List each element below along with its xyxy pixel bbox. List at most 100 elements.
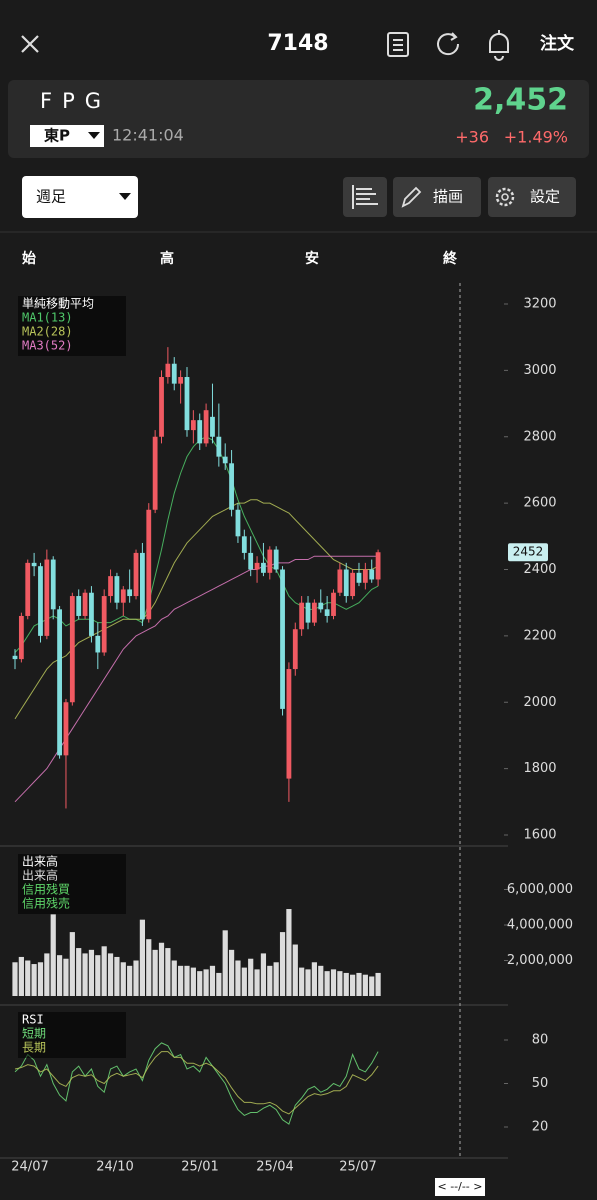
candle-body xyxy=(146,509,152,620)
y-tick-label: 1800 xyxy=(523,761,556,776)
candle-body xyxy=(38,566,43,636)
line-series xyxy=(14,1042,379,1125)
price-tag: 2452 xyxy=(513,545,544,559)
volume-bar xyxy=(95,955,101,996)
volume-bar xyxy=(216,972,222,996)
candle-body xyxy=(337,569,343,593)
low-header: 安 xyxy=(305,250,319,267)
company-name: FPG xyxy=(40,89,111,113)
alert-icon[interactable] xyxy=(489,30,509,61)
legend-entry: 長期 xyxy=(22,1041,46,1055)
refresh-icon[interactable] xyxy=(437,32,460,56)
volume-bar xyxy=(343,972,349,996)
volume-bar xyxy=(267,965,273,996)
candle-body xyxy=(184,377,190,431)
volume-bar xyxy=(37,962,44,996)
volume-bar xyxy=(76,948,82,996)
candle-body xyxy=(82,592,88,616)
legend-entry: MA2(28) xyxy=(22,325,73,339)
candle-body xyxy=(152,436,158,510)
volume-bar xyxy=(18,956,24,996)
high-header: 高 xyxy=(160,250,174,267)
volume-bar xyxy=(350,974,356,996)
y-tick-label: 2200 xyxy=(523,628,556,643)
pencil-icon xyxy=(401,186,422,208)
market-select[interactable] xyxy=(30,125,104,147)
volume-bar xyxy=(369,976,375,996)
candle-body xyxy=(375,552,381,580)
candle-body xyxy=(261,562,266,573)
indicator-button[interactable] xyxy=(343,177,387,217)
candle-body xyxy=(108,576,113,597)
y-tick-label: 1600 xyxy=(523,828,556,843)
volume-bar xyxy=(63,958,69,996)
volume-bar xyxy=(50,914,56,996)
period: 週足 xyxy=(36,188,66,206)
volume-bar xyxy=(101,946,107,996)
volume-bar xyxy=(228,949,235,996)
x-tick-label: 25/04 xyxy=(256,1160,293,1175)
candle-body xyxy=(267,549,273,573)
candle-body xyxy=(89,592,94,636)
settings-button[interactable] xyxy=(488,177,576,217)
volume-bar xyxy=(324,971,330,996)
draw-label: 描画 xyxy=(433,188,463,206)
volume-bar xyxy=(273,962,279,996)
y-tick-label: 2,000,000 xyxy=(507,953,573,968)
close-button[interactable] xyxy=(21,35,39,53)
candle-body xyxy=(222,456,228,464)
order-button[interactable]: 注文 xyxy=(540,33,575,54)
volume-bar xyxy=(82,953,88,996)
y-tick-label: 2600 xyxy=(523,496,556,511)
volume-bar xyxy=(88,949,95,996)
nav-label: < --/-- > xyxy=(437,1180,482,1193)
indicator-icon xyxy=(352,185,378,209)
candle-body xyxy=(311,602,317,623)
news-icon[interactable] xyxy=(387,32,409,57)
x-tick-label: 25/07 xyxy=(339,1160,376,1175)
draw-button[interactable] xyxy=(393,177,481,217)
volume-bar xyxy=(286,909,292,996)
legend-entry: 出来高 xyxy=(22,868,58,883)
candle-body xyxy=(127,589,133,597)
candle-body xyxy=(343,569,349,597)
y-tick-label: 2400 xyxy=(523,562,556,577)
volume-bar xyxy=(12,962,18,996)
candle-body xyxy=(63,702,69,756)
candle-body xyxy=(31,562,37,567)
line-series xyxy=(14,555,379,803)
market: 東P xyxy=(44,127,70,145)
x-tick-label: 24/07 xyxy=(11,1160,48,1175)
candle-body xyxy=(171,363,177,384)
volume-bar xyxy=(69,932,75,996)
volume-bar xyxy=(362,974,368,996)
candle-body xyxy=(120,589,126,603)
nav-box[interactable] xyxy=(435,1178,485,1196)
volume-bar xyxy=(31,964,37,996)
period-select[interactable] xyxy=(22,176,138,218)
candle-body xyxy=(273,549,279,570)
volume-bar xyxy=(299,967,305,996)
volume-bar xyxy=(158,942,165,996)
line-series xyxy=(14,436,379,653)
volume-bar xyxy=(203,969,209,996)
candle-body xyxy=(331,592,336,616)
candle-body xyxy=(159,377,164,437)
dropdown-arrow xyxy=(119,193,131,200)
price: 2,452 xyxy=(473,83,568,118)
volume-bar xyxy=(311,962,317,996)
symbol: 7148 xyxy=(267,31,328,56)
volume-bar xyxy=(184,965,190,996)
quote-panel xyxy=(8,80,589,158)
volume-bar xyxy=(337,971,343,996)
candle-body xyxy=(50,559,56,610)
volume-bar xyxy=(375,972,381,996)
legend-box xyxy=(18,1012,126,1058)
legend-entry: 信用残売 xyxy=(22,896,70,911)
settings-label: 設定 xyxy=(530,188,560,206)
candle-body xyxy=(178,377,184,384)
y-tick-label: 50 xyxy=(532,1076,549,1091)
volume-bar xyxy=(305,969,311,996)
candle-body xyxy=(69,596,75,703)
